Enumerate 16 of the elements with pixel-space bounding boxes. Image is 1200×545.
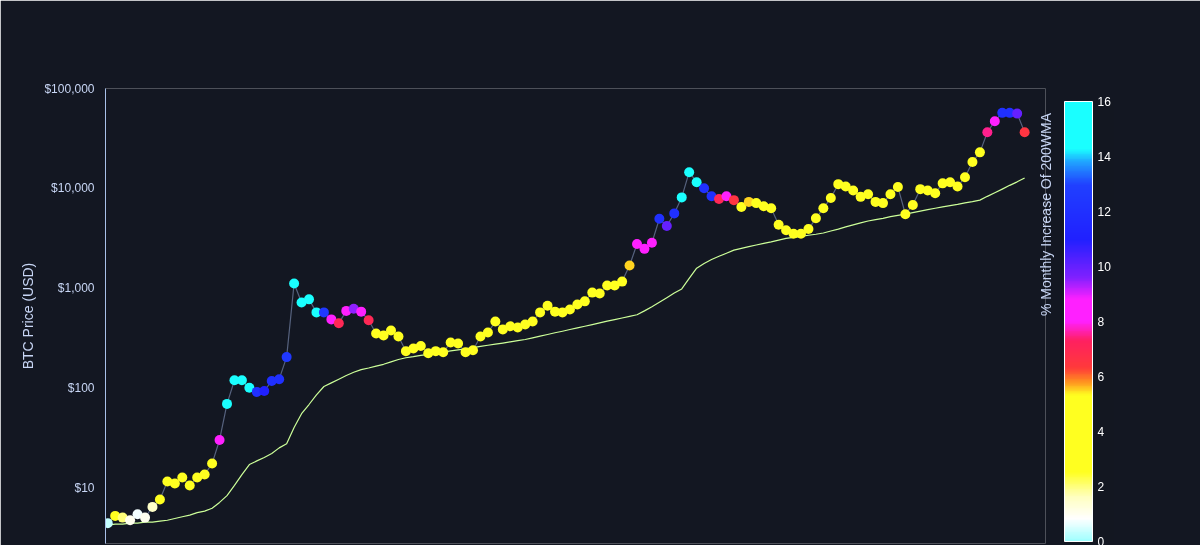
- y-tick-label: $100: [67, 380, 95, 395]
- color-bar-label: 16: [1097, 95, 1112, 109]
- color-bar-label: 14: [1097, 150, 1112, 164]
- color-bar-label: 6: [1097, 370, 1105, 384]
- y-tick-label: $10: [74, 480, 95, 495]
- color-bar-label: 2: [1097, 480, 1105, 494]
- color-bar-title: % Monthly Increase Of 200WMA: [1037, 112, 1054, 316]
- color-bar-label: 8: [1097, 315, 1105, 329]
- color-bar-label: 0: [1097, 534, 1105, 545]
- y-tick-label: $100,000: [44, 81, 95, 96]
- color-bar-label: 10: [1097, 260, 1112, 274]
- color-bar-label: 12: [1097, 205, 1112, 219]
- y-tick-label: $10,000: [51, 181, 95, 196]
- y-tick-label: $1,000: [57, 281, 95, 296]
- y-axis-title: BTC Price (USD): [20, 262, 37, 370]
- color-bar-label: 4: [1097, 425, 1105, 439]
